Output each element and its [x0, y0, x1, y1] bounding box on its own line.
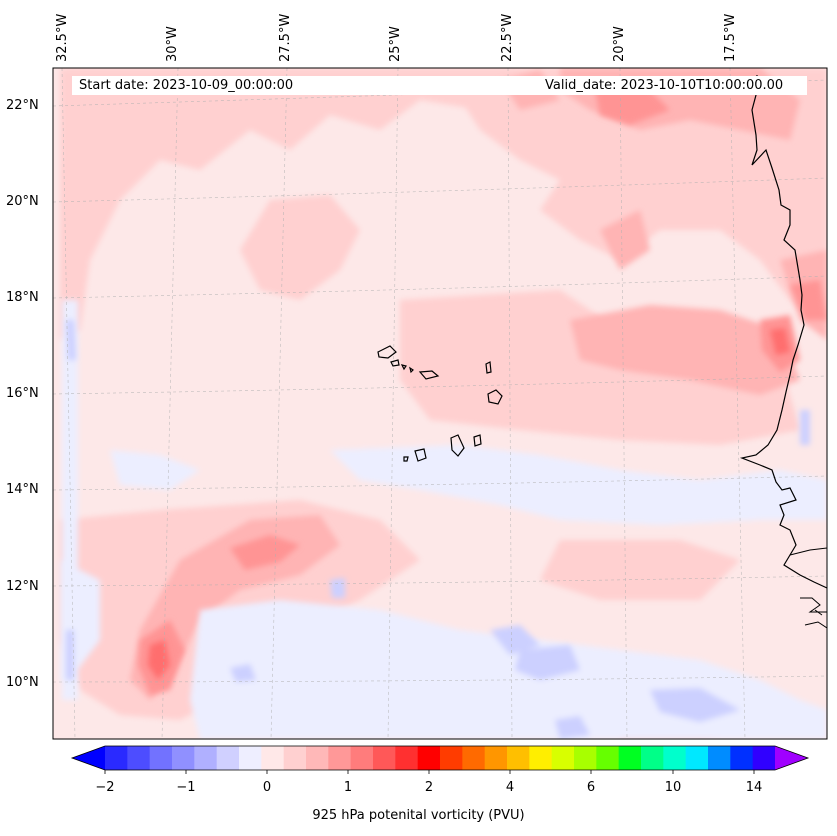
colorbar-tick: −1 [176, 780, 196, 795]
colorbar-segment [618, 746, 642, 770]
map-frame [52, 67, 828, 740]
colorbar-extend-max [775, 746, 808, 770]
colorbar-segment [417, 746, 441, 770]
colorbar-segment [373, 746, 396, 770]
colorbar-tick: 10 [664, 780, 682, 795]
colorbar-title: 925 hPa potenital vorticity (PVU) [312, 808, 525, 823]
colorbar-segment [507, 746, 530, 770]
colorbar-segment [306, 746, 329, 770]
info-banner [72, 76, 807, 95]
colorbar-segment [127, 746, 151, 770]
colorbar-segment [663, 746, 687, 770]
lon-label: 30°W [165, 26, 180, 62]
lat-label: 14°N [6, 482, 39, 497]
colorbar-segment [149, 746, 173, 770]
lon-label: 20°W [612, 26, 627, 62]
lon-label: 32.5°W [55, 13, 70, 62]
colorbar-tick: 4 [505, 780, 515, 795]
colorbar-tick: 0 [262, 780, 272, 795]
colorbar-segment [462, 746, 486, 770]
lat-label: 16°N [6, 386, 39, 401]
lon-label: 22.5°W [500, 13, 515, 62]
lon-label: 17.5°W [723, 13, 738, 62]
lon-label: 25°W [388, 26, 403, 62]
colorbar-tick: 6 [586, 780, 596, 795]
colorbar-segment [752, 746, 776, 770]
colorbar-segment [641, 746, 664, 770]
colorbar-segment [484, 746, 508, 770]
colorbar [70, 745, 810, 774]
colorbar-tick: −2 [95, 780, 115, 795]
colorbar-segment [685, 746, 709, 770]
colorbar-tick: 14 [745, 780, 763, 795]
senegal-coast-detail [789, 547, 827, 629]
cape-verde-islands [377, 345, 503, 462]
valid-date-label: Valid_date: 2023-10-10T10:00:00.00 [545, 78, 784, 93]
lat-label: 10°N [6, 675, 39, 690]
africa-coastline [739, 74, 827, 589]
lat-label: 12°N [6, 579, 39, 594]
colorbar-tick: 1 [343, 780, 353, 795]
colorbar-segment [172, 746, 195, 770]
start-date-label: Start date: 2023-10-09_00:00:00 [79, 78, 294, 93]
lat-label: 18°N [6, 290, 39, 305]
map-gridlines [53, 68, 827, 739]
pv-contour-blue [66, 320, 810, 739]
colorbar-segment [440, 746, 463, 770]
lat-label: 20°N [6, 194, 39, 209]
lat-label: 22°N [6, 98, 39, 113]
colorbar-segment [216, 746, 240, 770]
colorbar-segment [708, 746, 731, 770]
pv-contour-red [148, 328, 790, 680]
colorbar-segment [261, 746, 285, 770]
colorbar-segment [529, 746, 553, 770]
colorbar-segment [239, 746, 262, 770]
lon-label: 27.5°W [278, 13, 293, 62]
colorbar-segment [350, 746, 374, 770]
colorbar-segment [194, 746, 218, 770]
colorbar-segment [395, 746, 419, 770]
colorbar-segment [596, 746, 620, 770]
colorbar-segment [283, 746, 307, 770]
colorbar-tick: 2 [424, 780, 434, 795]
colorbar-segment [551, 746, 575, 770]
colorbar-segment [328, 746, 352, 770]
colorbar-segment [105, 746, 128, 770]
colorbar-segment [730, 746, 754, 770]
colorbar-extend-min [72, 746, 105, 770]
colorbar-segment [574, 746, 597, 770]
